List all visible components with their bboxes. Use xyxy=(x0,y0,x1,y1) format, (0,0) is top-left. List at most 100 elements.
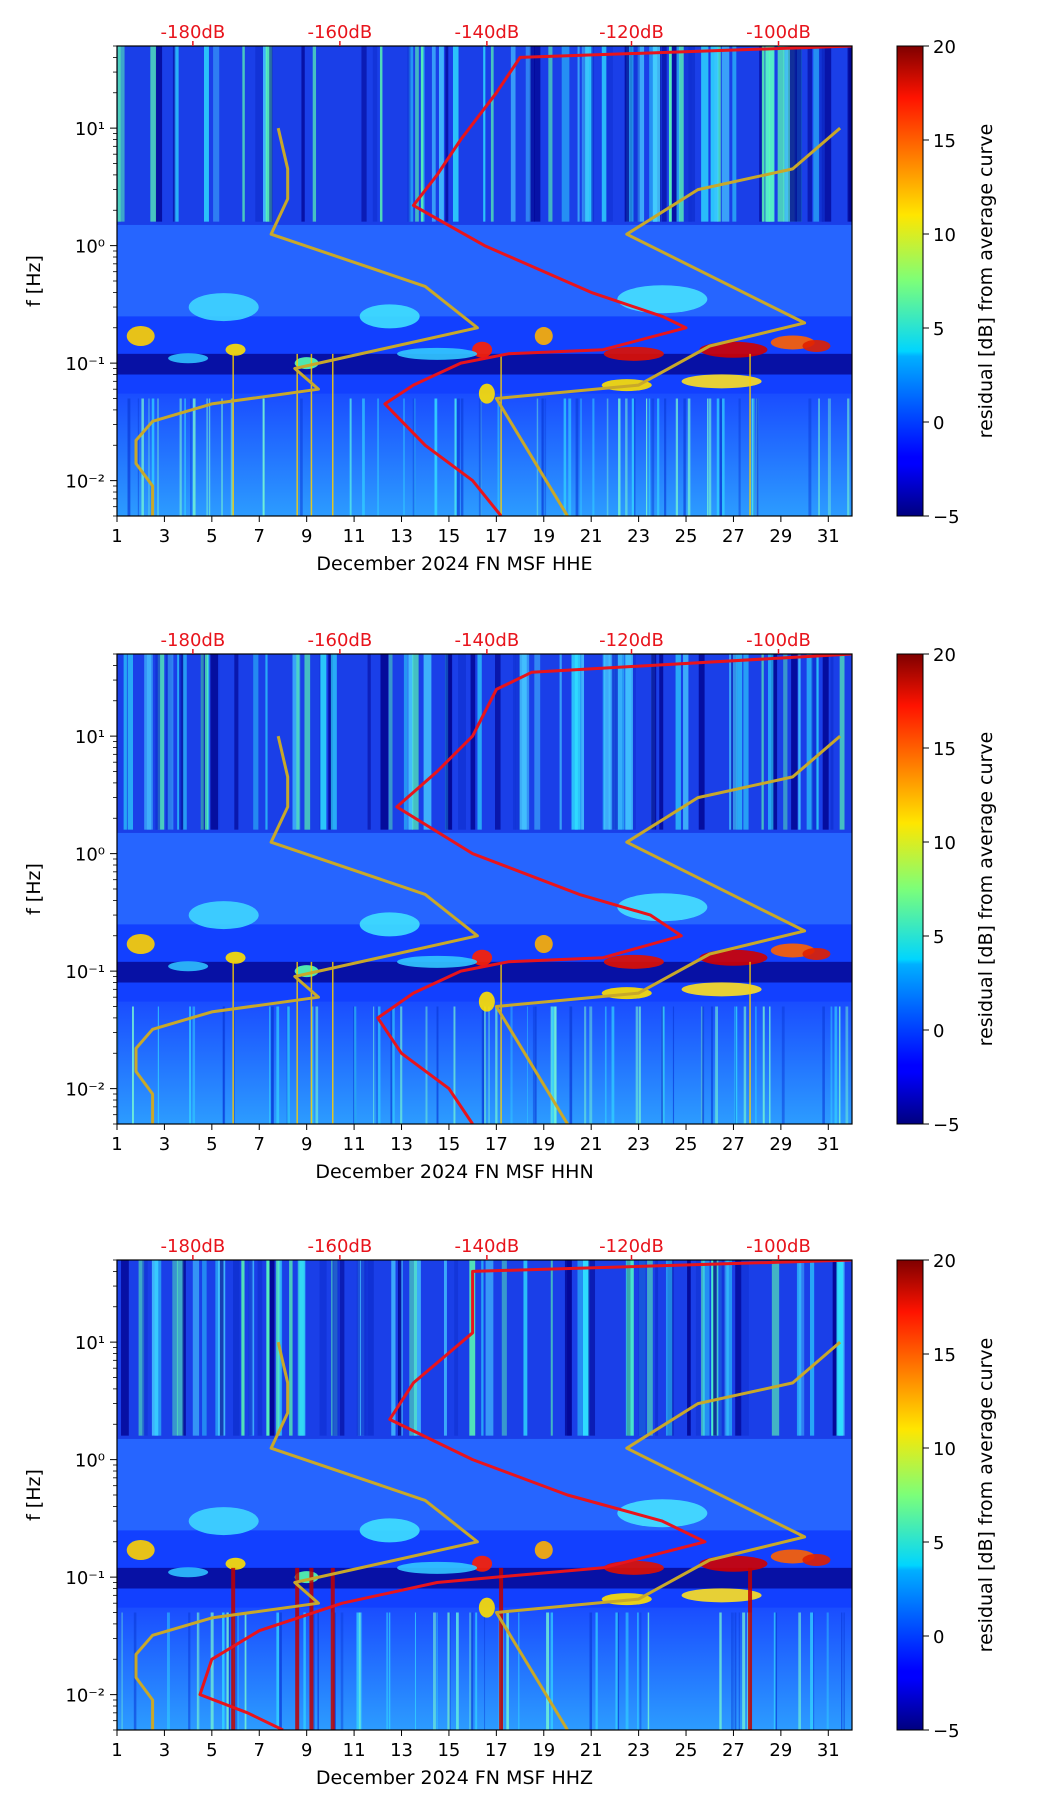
x-tick-label: 25 xyxy=(675,1134,698,1155)
lf-streak xyxy=(179,398,182,516)
microseism-blob xyxy=(126,934,155,955)
lf-streak xyxy=(390,1006,393,1124)
hf-streak xyxy=(519,654,527,830)
hf-streak xyxy=(783,654,788,830)
x-tick-label: 15 xyxy=(437,1740,460,1761)
microseism-blob xyxy=(472,341,493,358)
lf-streak xyxy=(414,398,416,516)
hf-streak xyxy=(714,46,718,222)
lf-streak xyxy=(340,1612,344,1730)
hf-streak xyxy=(655,1260,659,1436)
lf-streak xyxy=(743,1006,747,1124)
hf-streak xyxy=(765,46,770,222)
hf-streak xyxy=(638,1260,647,1436)
lf-streak xyxy=(716,398,720,516)
hf-streak xyxy=(577,1260,583,1436)
microseism-blob xyxy=(699,1555,768,1572)
lf-streak xyxy=(148,398,150,516)
x-tick-label: 13 xyxy=(390,1740,413,1761)
lf-streak xyxy=(279,1612,282,1730)
x-tick-label: 19 xyxy=(532,1740,555,1761)
hf-streak xyxy=(822,654,829,830)
hf-streak xyxy=(150,46,157,222)
hf-streak xyxy=(413,1260,421,1436)
hf-streak xyxy=(257,1260,263,1436)
lf-streak xyxy=(376,1006,379,1124)
hf-streak xyxy=(255,46,264,222)
lf-streak xyxy=(563,398,567,516)
hf-streak xyxy=(795,46,802,222)
hf-streak xyxy=(567,1260,572,1436)
hf-streak xyxy=(367,1260,374,1436)
hf-streak xyxy=(726,1260,733,1436)
colorbar-tick-label: 15 xyxy=(933,131,956,152)
lf-streak xyxy=(738,1612,740,1730)
lf-streak xyxy=(230,398,233,516)
x-tick-label: 3 xyxy=(159,1134,170,1155)
hf-streak xyxy=(512,654,516,830)
colorbar-tick-label: 10 xyxy=(933,1439,956,1460)
hf-streak xyxy=(683,46,692,222)
hf-streak xyxy=(483,46,486,222)
lf-streak xyxy=(317,1612,320,1730)
hf-streak xyxy=(687,1260,691,1436)
x-tick-label: 23 xyxy=(627,1134,650,1155)
lf-streak xyxy=(403,398,405,516)
hf-streak xyxy=(299,1260,306,1436)
lf-streak xyxy=(631,398,635,516)
db-tick-label: -100dB xyxy=(746,1236,811,1257)
lf-streak xyxy=(664,398,667,516)
lf-streak xyxy=(167,1612,170,1730)
db-tick-label: -160dB xyxy=(308,22,373,43)
x-tick-label: 29 xyxy=(769,1740,792,1761)
hf-streak xyxy=(510,46,516,222)
hf-streak xyxy=(688,46,696,222)
colorbar-label: residual [dB] from average curve xyxy=(975,1338,997,1653)
x-tick-label: 19 xyxy=(532,1134,555,1155)
lf-streak xyxy=(541,398,544,516)
lf-streak xyxy=(506,1612,509,1730)
x-tick-label: 17 xyxy=(485,1740,508,1761)
lf-streak xyxy=(734,1006,738,1124)
db-tick-label: -140dB xyxy=(455,22,520,43)
hf-streak xyxy=(713,1260,717,1436)
hf-streak xyxy=(768,46,775,222)
microseism-blob xyxy=(359,304,420,329)
lf-streak xyxy=(121,1612,123,1730)
lf-streak xyxy=(769,1006,771,1124)
hf-streak xyxy=(721,46,730,222)
plot-area xyxy=(117,654,852,1124)
hf-streak xyxy=(501,1260,507,1436)
hf-streak xyxy=(301,46,305,222)
x-tick-label: 31 xyxy=(817,1740,840,1761)
microseism-blob xyxy=(168,961,209,972)
hf-streak xyxy=(601,46,607,222)
hf-streak xyxy=(679,46,684,222)
colorbar-tick-label: 5 xyxy=(933,927,944,948)
lf-streak xyxy=(625,1612,629,1730)
hf-streak xyxy=(241,1260,245,1436)
low-noise-model-curve xyxy=(134,1341,479,1730)
hf-streak xyxy=(452,46,459,222)
microseism-blob xyxy=(126,326,155,347)
hf-streak xyxy=(443,1260,447,1436)
hf-streak xyxy=(477,654,482,830)
hf-streak xyxy=(304,654,311,830)
y-axis-label: f [Hz] xyxy=(23,1469,45,1521)
microseism-blob xyxy=(168,353,209,364)
lf-streak xyxy=(845,1006,849,1124)
hf-streak xyxy=(253,654,259,830)
lf-streak xyxy=(470,1612,474,1730)
colorbar-tick-label: 5 xyxy=(933,319,944,340)
microseism-blob xyxy=(681,374,762,389)
y-tick-label: 10⁰ xyxy=(75,237,105,258)
hf-streak xyxy=(391,1260,396,1436)
lf-streak xyxy=(818,398,820,516)
hf-streak xyxy=(523,1260,528,1436)
lf-streak xyxy=(595,1612,598,1730)
lf-streak xyxy=(488,1006,490,1124)
hf-streak xyxy=(172,46,175,222)
lf-streak xyxy=(708,398,712,516)
x-tick-label: 17 xyxy=(485,526,508,547)
hf-streak xyxy=(789,46,797,222)
